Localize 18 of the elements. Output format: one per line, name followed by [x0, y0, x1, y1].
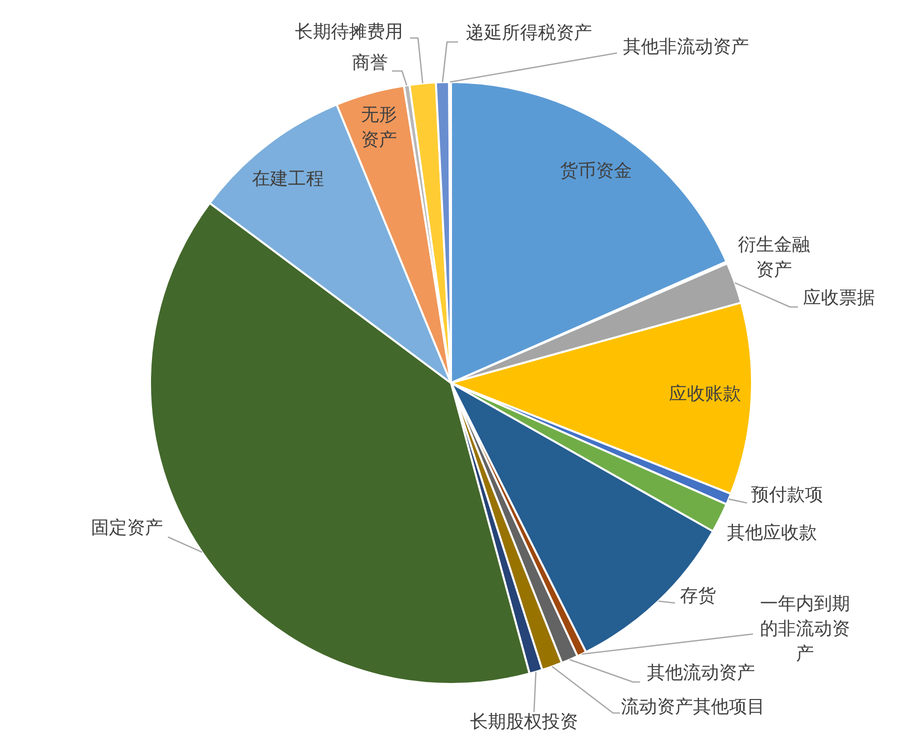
slice-label: 存货 [680, 586, 716, 607]
slice-label: 递延所得税资产 [466, 22, 592, 44]
slice-label: 固定资产 [91, 518, 163, 539]
slice-label: 长期待摊费用 [295, 22, 403, 43]
slice-label: 长期股权投资 [470, 712, 578, 733]
slice-label: 其他非流动资产 [623, 36, 749, 58]
slice-label: 货币资金 [560, 160, 632, 182]
slice-label: 无形资产 [361, 104, 397, 151]
slice-label: 其他应收款 [727, 522, 817, 544]
slice-label: 应收账款 [669, 384, 741, 405]
slice-label: 商誉 [352, 52, 388, 74]
slice-label: 在建工程 [252, 168, 324, 190]
slice-label: 预付款项 [751, 484, 823, 506]
slice-label: 一年内到期的非流动资产 [760, 594, 850, 665]
slice-label: 其他流动资产 [647, 662, 755, 684]
slice-label: 衍生金融资产 [738, 234, 810, 281]
slice-label: 流动资产其他项目 [621, 696, 765, 718]
slice-label: 应收票据 [803, 288, 875, 309]
